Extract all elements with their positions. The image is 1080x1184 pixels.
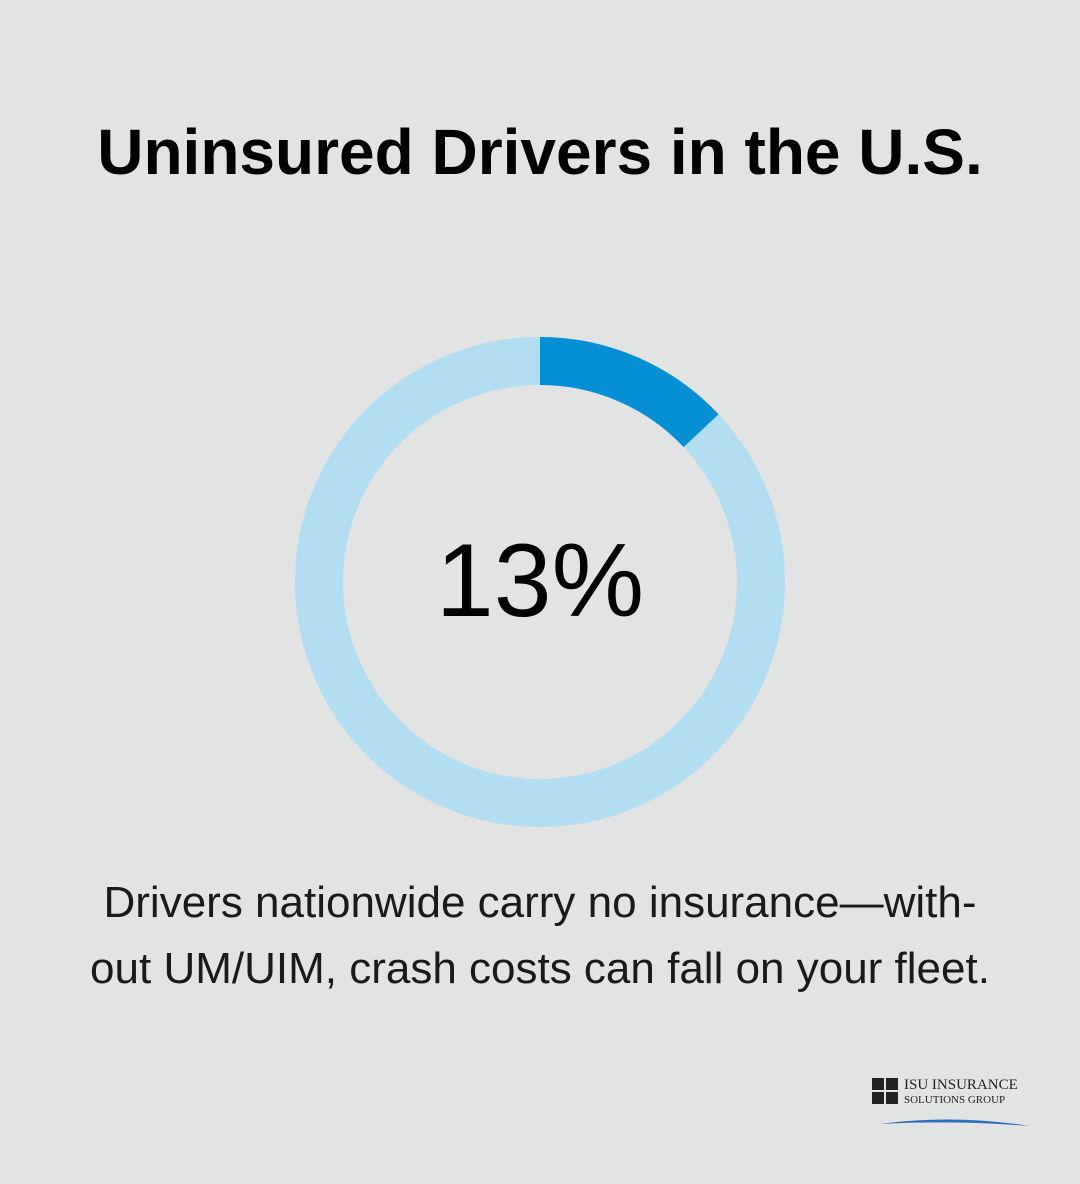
value-label: 13% — [436, 523, 644, 639]
logo-graphic — [872, 1078, 1030, 1126]
caption: Drivers nationwide carry no insurance—wi… — [103, 878, 977, 927]
caption: out UM/UIM, crash costs can fall on your… — [90, 944, 990, 993]
logo-text: SOLUTIONS GROUP — [904, 1094, 1006, 1106]
logo-text: ISU INSURANCE — [904, 1077, 1018, 1093]
chart-title: Uninsured Drivers in the U.S. — [97, 116, 983, 188]
donut-segment — [539, 337, 719, 448]
